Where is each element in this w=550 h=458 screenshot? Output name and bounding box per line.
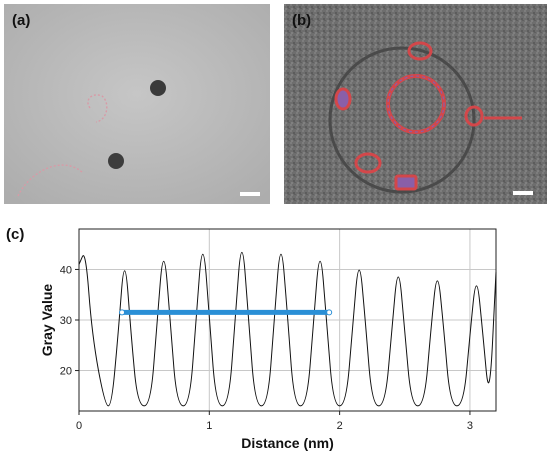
top-particle-outline xyxy=(407,41,433,61)
panel-b-label: (b) xyxy=(292,12,312,29)
x-axis-label: Distance (nm) xyxy=(241,435,334,451)
scale-bar-a xyxy=(240,192,260,196)
panel-a-image xyxy=(4,4,270,204)
large-ring xyxy=(328,46,476,194)
y-tick-label: 20 xyxy=(60,366,72,378)
panel-b-micrograph xyxy=(284,4,547,204)
tick-layer: 0 1 2 3 20 30 40 xyxy=(60,264,473,432)
faint-outline-2 xyxy=(17,164,83,197)
x-tick-label: 2 xyxy=(337,420,343,432)
panel-b-image xyxy=(284,4,547,204)
panel-c-label: (c) xyxy=(6,226,25,243)
measurement-bar-end xyxy=(326,309,333,316)
nanoparticle-1 xyxy=(150,80,166,96)
x-tick-label: 1 xyxy=(206,420,212,432)
x-tick-label: 3 xyxy=(467,420,473,432)
gray-value-line xyxy=(78,251,497,407)
panel-a-micrograph xyxy=(4,4,270,204)
y-tick-label: 30 xyxy=(60,315,72,327)
annotation-layer xyxy=(119,309,333,316)
y-tick-label: 40 xyxy=(60,264,72,276)
faint-outline-1 xyxy=(87,94,108,123)
scale-bar-b xyxy=(513,191,533,195)
center-particle-inner xyxy=(387,75,445,133)
y-axis-label: Gray Value xyxy=(39,284,55,357)
nanoparticle-2 xyxy=(108,153,124,169)
right-particle-outline xyxy=(464,105,484,127)
bottom-left-particle-outline xyxy=(354,152,382,174)
left-particle-outline xyxy=(334,87,352,111)
x-tick-label: 0 xyxy=(76,420,82,432)
bottom-particle-outline xyxy=(394,174,418,191)
measurement-bar-start xyxy=(119,309,126,316)
panel-a-label: (a) xyxy=(12,12,31,29)
